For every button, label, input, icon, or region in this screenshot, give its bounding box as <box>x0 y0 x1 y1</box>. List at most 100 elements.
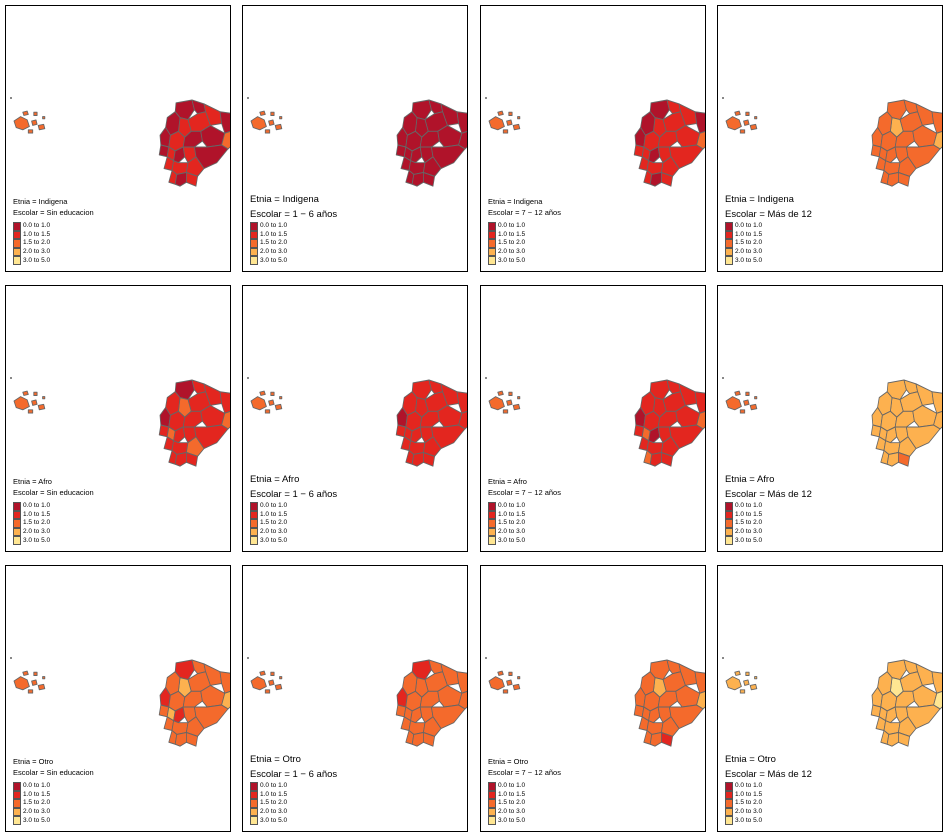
ecuador-map <box>485 97 705 187</box>
legend-item: 3.0 to 5.0 <box>250 816 287 825</box>
province-shape <box>200 684 226 708</box>
province-shape <box>666 379 682 395</box>
map-panel: Etnia = Indigena Escolar = 7 − 12 años 0.0… <box>480 5 706 272</box>
legend-swatch <box>13 247 21 257</box>
legend-swatch <box>250 536 258 545</box>
legend-item: 2.0 to 3.0 <box>488 807 525 817</box>
legend-label: 1.0 to 1.5 <box>260 510 288 518</box>
legend-label: 1.5 to 2.0 <box>735 799 763 807</box>
legend-item: 1.5 to 2.0 <box>488 799 525 808</box>
island-shape <box>22 110 29 116</box>
legend-swatch <box>725 782 733 791</box>
province-shape <box>678 383 698 406</box>
islet-marker <box>247 657 249 659</box>
legend-item: 3.0 to 5.0 <box>725 816 762 825</box>
province-shape <box>649 451 662 467</box>
province-shape <box>661 731 674 747</box>
legend-label: 2.0 to 3.0 <box>23 248 51 256</box>
etnia-label: Etnia = Afro <box>725 474 775 485</box>
islet-marker <box>10 97 12 99</box>
legend-label: 2.0 to 3.0 <box>23 528 51 536</box>
legend-label: 1.5 to 2.0 <box>498 799 526 807</box>
island-shape <box>508 391 513 396</box>
province-shape <box>898 451 911 467</box>
legend-label: 1.5 to 2.0 <box>498 239 526 247</box>
legend-swatch <box>725 536 733 545</box>
legend-label: 3.0 to 5.0 <box>260 256 288 264</box>
province-shape <box>423 716 442 737</box>
province-shape <box>661 171 674 187</box>
island-shape <box>512 403 521 411</box>
island-shape <box>502 129 509 134</box>
legend-swatch <box>488 519 496 528</box>
legend-swatch <box>725 256 733 265</box>
island-shape <box>517 116 521 120</box>
island-shape <box>37 683 46 691</box>
province-shape <box>694 111 705 134</box>
province-shape <box>221 130 230 150</box>
province-shape <box>410 426 423 444</box>
legend-label: 0.0 to 1.0 <box>260 782 288 790</box>
mainland-provinces <box>870 659 942 747</box>
etnia-label: Etnia = Indigena <box>725 194 794 205</box>
island-shape <box>250 396 267 411</box>
province-shape <box>186 716 205 737</box>
province-shape <box>678 663 698 686</box>
mainland-provinces <box>395 99 467 187</box>
island-shape <box>264 129 271 134</box>
province-shape <box>648 706 661 724</box>
etnia-label: Etnia = Otro <box>13 757 54 766</box>
ecuador-map <box>485 377 705 467</box>
island-shape <box>27 409 34 414</box>
islet-marker <box>485 97 487 99</box>
island-shape <box>508 111 513 116</box>
galapagos-islands <box>488 390 521 414</box>
legend-swatch <box>725 510 733 520</box>
island-shape <box>734 670 741 676</box>
island-shape <box>739 689 746 694</box>
legend-item: 1.0 to 1.5 <box>250 230 287 240</box>
ecuador-map <box>247 657 467 747</box>
island-shape <box>508 671 513 676</box>
legend-label: 1.5 to 2.0 <box>735 239 763 247</box>
island-shape <box>497 390 504 396</box>
province-shape <box>458 410 467 430</box>
island-shape <box>42 676 46 680</box>
island-shape <box>743 399 750 406</box>
province-shape <box>898 171 911 187</box>
legend-swatch <box>725 519 733 528</box>
etnia-label: Etnia = Otro <box>488 757 529 766</box>
legend-swatch <box>488 782 496 791</box>
escolar-label: Escolar = Más de 12 <box>725 209 812 220</box>
island-shape <box>506 119 513 126</box>
legend-item: 0.0 to 1.0 <box>725 222 762 231</box>
province-shape <box>219 671 230 694</box>
province-shape <box>931 391 942 414</box>
legend-item: 1.5 to 2.0 <box>13 519 50 528</box>
ecuador-map <box>10 377 230 467</box>
province-shape <box>221 410 230 430</box>
legend-swatch <box>13 799 21 808</box>
province-shape <box>174 171 187 187</box>
legend-label: 1.5 to 2.0 <box>23 239 51 247</box>
mainland-provinces <box>395 659 467 747</box>
island-shape <box>37 403 46 411</box>
province-shape <box>931 111 942 134</box>
legend-swatch <box>488 510 496 520</box>
island-shape <box>13 676 30 691</box>
legend-item: 3.0 to 5.0 <box>488 536 525 545</box>
map-panel: Etnia = Otro Escolar = 1 − 6 años 0.0 to 1… <box>242 565 468 832</box>
province-shape <box>186 156 205 177</box>
legend-swatch <box>13 807 21 817</box>
legend-swatch <box>13 502 21 511</box>
province-shape <box>174 451 187 467</box>
province-shape <box>456 111 467 134</box>
legend-label: 1.0 to 1.5 <box>735 790 763 798</box>
map-panel: Etnia = Indigena Escolar = 1 − 6 años 0.0 … <box>242 5 468 272</box>
legend-swatch <box>250 256 258 265</box>
legend-item: 1.0 to 1.5 <box>725 510 762 520</box>
legend-label: 0.0 to 1.0 <box>735 782 763 790</box>
legend: 0.0 to 1.0 1.0 to 1.5 1.5 to 2.0 2.0 to 3.0… <box>250 502 287 545</box>
legend-label: 3.0 to 5.0 <box>735 816 763 824</box>
province-shape <box>428 379 444 395</box>
